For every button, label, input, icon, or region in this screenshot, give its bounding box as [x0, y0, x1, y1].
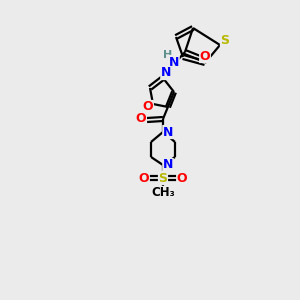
- Text: N: N: [169, 56, 179, 68]
- Text: S: S: [158, 172, 167, 184]
- Text: S: S: [220, 34, 230, 47]
- Text: O: O: [136, 112, 146, 125]
- Text: O: O: [143, 100, 153, 113]
- Text: H: H: [164, 50, 172, 60]
- Text: N: N: [163, 125, 173, 139]
- Text: N: N: [161, 67, 171, 80]
- Text: N: N: [163, 158, 173, 172]
- Text: O: O: [200, 50, 210, 62]
- Text: CH₃: CH₃: [151, 187, 175, 200]
- Text: O: O: [177, 172, 187, 184]
- Text: O: O: [139, 172, 149, 184]
